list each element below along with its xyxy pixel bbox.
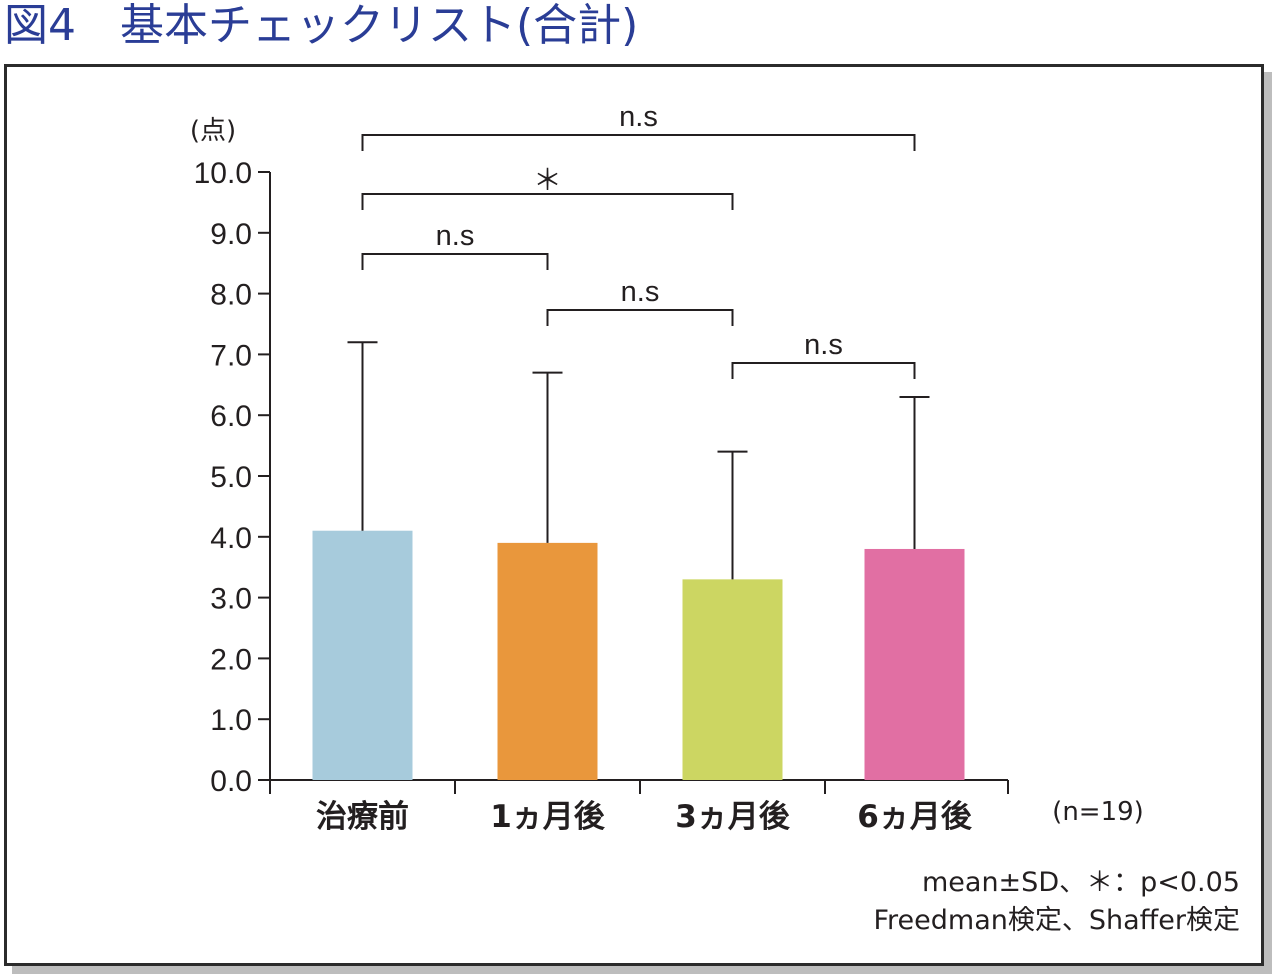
significance-bracket [731, 362, 916, 379]
significance-bracket [361, 134, 916, 151]
y-tick-label: 0.0 [210, 765, 252, 798]
significance-label: n.s [436, 220, 475, 252]
category-label: 6ヵ月後 [857, 799, 973, 835]
footnote-line: Freedman検定、Shaffer検定 [873, 905, 1240, 936]
significance-brackets [361, 134, 916, 379]
footnote-line: mean±SD、＊：p<0.05 [922, 867, 1240, 898]
bar-1 [312, 530, 413, 780]
bar-2 [497, 542, 598, 780]
significance-label: n.s [621, 276, 660, 308]
bar-3 [682, 579, 783, 780]
bar-4 [864, 548, 965, 780]
category-label: 治療前 [316, 799, 409, 835]
y-tick-label: 5.0 [210, 461, 252, 494]
category-label: 3ヵ月後 [675, 799, 791, 835]
chart-bars [312, 530, 965, 780]
y-tick-label: 3.0 [210, 583, 252, 616]
significance-label: n.s [619, 101, 658, 133]
significance-label: ＊ [533, 165, 562, 197]
chart-frame [4, 64, 1264, 966]
y-tick-label: 8.0 [210, 279, 252, 312]
chart-labels: 0.0 1.0 2.0 3.0 4.0 5.0 6.0 7.0 8.0 9.0 10.0 (点) 治療前… [190, 101, 1240, 936]
category-label: 1ヵ月後 [490, 799, 606, 835]
y-tick-label: 7.0 [210, 339, 252, 372]
y-tick-label: 1.0 [210, 704, 252, 737]
y-tick-label: 9.0 [210, 218, 252, 251]
figure-title: 図4 基本チェックリスト(合計) [4, 0, 639, 51]
y-tick-label: 10.0 [194, 157, 252, 190]
sample-size-label: (n=19) [1052, 797, 1144, 827]
chart-error-bars [347, 341, 930, 580]
y-tick-label: 4.0 [210, 522, 252, 555]
significance-bracket [361, 253, 549, 270]
significance-bracket [361, 193, 734, 210]
significance-bracket [546, 309, 734, 326]
y-tick-label: 6.0 [210, 400, 252, 433]
significance-label: n.s [804, 329, 843, 361]
y-axis-unit-label: (点) [190, 116, 236, 146]
y-tick-label: 2.0 [210, 643, 252, 676]
